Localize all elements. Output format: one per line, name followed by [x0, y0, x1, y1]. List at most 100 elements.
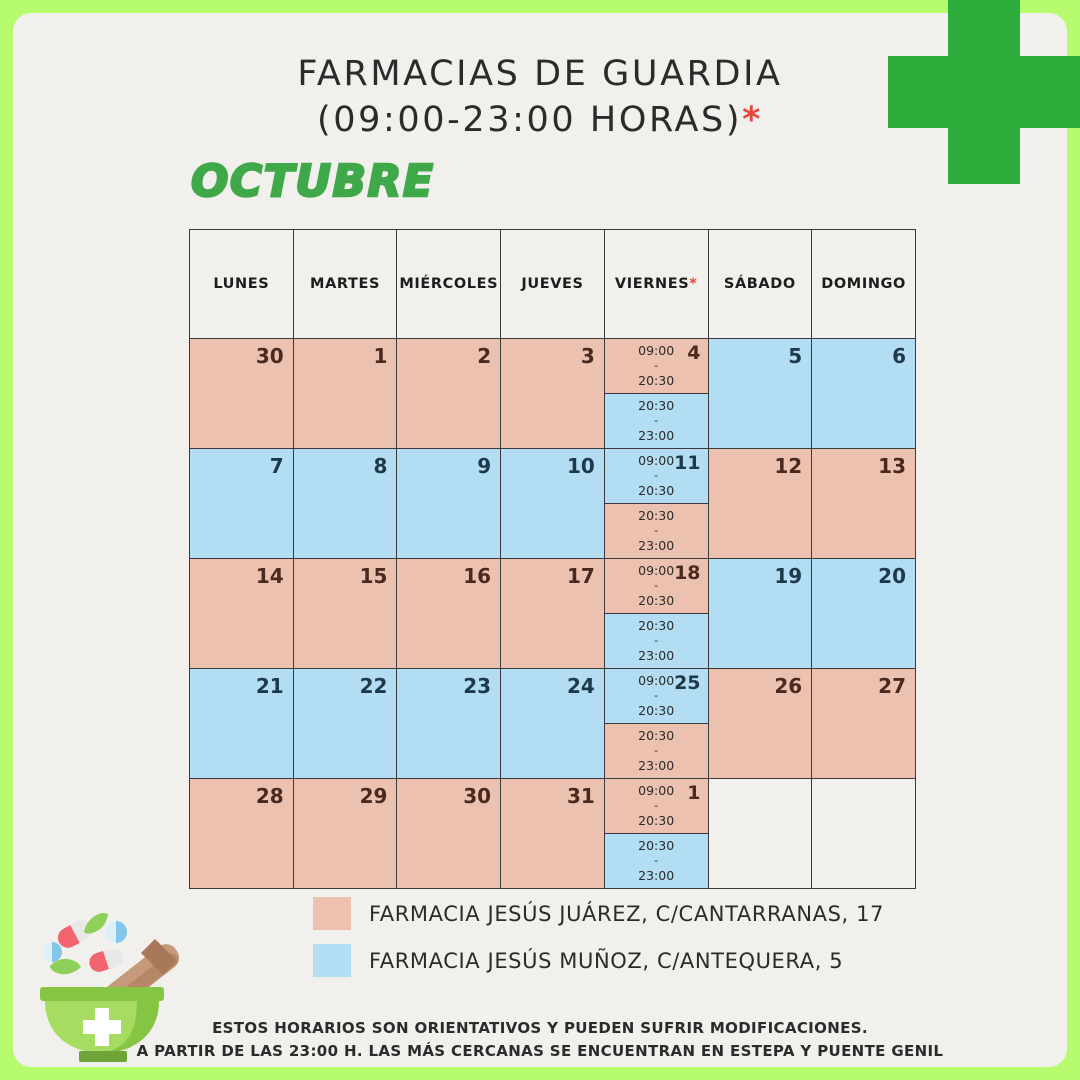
- calendar-day-cell-6[interactable]: 6: [811, 338, 916, 449]
- calendar-header-row: LUNES MARTES MIÉRCOLES JUEVES VIERNES* S…: [189, 229, 916, 339]
- shift-start-time: 09:00: [638, 453, 675, 468]
- calendar-body: 30 1 2 3 09:00-20:30 4 20:30-23:00 5 6 7 8 9 10 09:00…: [189, 338, 916, 889]
- calendar-day-cell-empty[interactable]: [811, 778, 916, 889]
- calendar-day-number: 19: [774, 564, 803, 588]
- title-block: FARMACIAS DE GUARDIA (09:00-23:00 HORAS)…: [13, 51, 1067, 143]
- shift-dash: -: [654, 359, 659, 373]
- calendar-day-cell-empty[interactable]: [707, 778, 813, 889]
- calendar-day-number: 28: [255, 784, 284, 808]
- calendar-day-cell-22[interactable]: 22: [292, 668, 398, 779]
- weekday-header-viernes: VIERNES*: [603, 229, 709, 339]
- calendar-day-cell-split-1[interactable]: 09:00-20:30 1 20:30-23:00: [603, 778, 709, 889]
- calendar-day-number: 12: [774, 454, 803, 478]
- weekday-header-jueves: JUEVES: [500, 229, 605, 339]
- calendar-day-cell-split-18[interactable]: 09:00-20:30 18 20:30-23:00: [603, 558, 709, 669]
- calendar-day-cell-19[interactable]: 19: [707, 558, 813, 669]
- friday-shift-night[interactable]: 20:30-23:00: [604, 503, 708, 558]
- friday-shift-morning[interactable]: 09:00-20:30 11: [604, 449, 708, 504]
- friday-shift-night[interactable]: 20:30-23:00: [604, 393, 708, 448]
- day-cell-inner: 29: [294, 779, 397, 888]
- calendar-day-cell-1[interactable]: 1: [292, 338, 398, 449]
- calendar-day-cell-23[interactable]: 23: [396, 668, 502, 779]
- shift-start-time: 20:30: [638, 727, 675, 743]
- calendar-day-cell-13[interactable]: 13: [811, 448, 916, 559]
- calendar-day-cell-8[interactable]: 8: [292, 448, 398, 559]
- calendar-day-cell-5[interactable]: 5: [707, 338, 813, 449]
- calendar-week-row: 21 22 23 24 09:00-20:30 25 20:30-23:00 26 27: [189, 668, 916, 779]
- day-cell-inner: 28: [190, 779, 293, 888]
- day-cell-inner: 26: [709, 669, 812, 778]
- day-cell-inner: 7: [190, 449, 293, 558]
- calendar-day-cell-16[interactable]: 16: [396, 558, 502, 669]
- shift-end-time: 23:00: [638, 427, 675, 443]
- calendar-day-number: 20: [878, 564, 906, 588]
- day-cell-inner: 9: [397, 449, 500, 558]
- shift-end-time: 20:30: [638, 483, 675, 499]
- calendar-day-cell-31[interactable]: 31: [500, 778, 605, 889]
- shift-end-time: 20:30: [638, 813, 675, 829]
- calendar-day-number: 29: [359, 784, 388, 808]
- friday-shift-morning[interactable]: 09:00-20:30 25: [604, 669, 708, 724]
- calendar-day-number: 25: [674, 672, 701, 694]
- weekday-header-domingo: DOMINGO: [811, 229, 916, 339]
- friday-shift-morning[interactable]: 09:00-20:30 18: [604, 559, 708, 614]
- calendar-day-cell-24[interactable]: 24: [500, 668, 605, 779]
- shift-start-time: 09:00: [638, 563, 675, 578]
- calendar-day-number: 18: [674, 562, 701, 584]
- day-cell-inner: 21: [190, 669, 293, 778]
- day-cell-inner: 6: [812, 339, 915, 448]
- calendar-day-cell-30[interactable]: 30: [396, 778, 502, 889]
- calendar-day-number: 21: [255, 674, 284, 698]
- calendar-day-cell-29[interactable]: 29: [292, 778, 398, 889]
- legend-swatch-blue: [313, 944, 351, 977]
- calendar-day-cell-14[interactable]: 14: [189, 558, 294, 669]
- calendar-day-cell-9[interactable]: 9: [396, 448, 502, 559]
- friday-shift-night[interactable]: 20:30-23:00: [604, 723, 708, 778]
- calendar-day-cell-15[interactable]: 15: [292, 558, 398, 669]
- shift-start-time: 20:30: [638, 507, 675, 523]
- calendar-day-cell-26[interactable]: 26: [707, 668, 813, 779]
- calendar-day-cell-17[interactable]: 17: [500, 558, 605, 669]
- day-cell-inner: 13: [812, 449, 915, 558]
- calendar-day-cell-2[interactable]: 2: [396, 338, 502, 449]
- calendar-day-number: 8: [373, 454, 388, 478]
- calendar-day-cell-split-25[interactable]: 09:00-20:30 25 20:30-23:00: [603, 668, 709, 779]
- friday-shift-morning[interactable]: 09:00-20:30 1: [604, 779, 708, 834]
- calendar-day-cell-7[interactable]: 7: [189, 448, 294, 559]
- calendar-day-number: 17: [566, 564, 595, 588]
- calendar-day-number: 31: [566, 784, 595, 808]
- day-cell-inner: 31: [501, 779, 604, 888]
- calendar-day-cell-split-4[interactable]: 09:00-20:30 4 20:30-23:00: [603, 338, 709, 449]
- calendar-week-row: 7 8 9 10 09:00-20:30 11 20:30-23:00 12 13: [189, 448, 916, 559]
- leaf-2: [50, 958, 81, 975]
- month-heading: OCTUBRE: [190, 155, 435, 209]
- calendar-day-cell-3[interactable]: 3: [500, 338, 605, 449]
- calendar-day-number: 1: [687, 782, 701, 804]
- friday-shift-morning[interactable]: 09:00-20:30 4: [604, 339, 708, 394]
- calendar-day-cell-split-11[interactable]: 09:00-20:30 11 20:30-23:00: [603, 448, 709, 559]
- shift-end-time: 23:00: [638, 647, 675, 663]
- friday-shift-night[interactable]: 20:30-23:00: [604, 833, 708, 888]
- calendar-day-cell-28[interactable]: 28: [189, 778, 294, 889]
- shift-end-time: 23:00: [638, 537, 675, 553]
- shift-start-time: 20:30: [638, 397, 675, 413]
- legend-label: FARMACIA JESÚS JUÁREZ, C/CANTARRANAS, 17: [369, 901, 885, 926]
- weekday-label: LUNES: [213, 276, 270, 292]
- shift-dash: -: [654, 523, 659, 537]
- calendar-day-cell-27[interactable]: 27: [811, 668, 916, 779]
- weekday-label: SÁBADO: [723, 276, 796, 292]
- calendar-day-cell-10[interactable]: 10: [500, 448, 605, 559]
- calendar-day-cell-12[interactable]: 12: [707, 448, 813, 559]
- page-title-line1: FARMACIAS DE GUARDIA: [297, 54, 783, 94]
- calendar-day-cell-21[interactable]: 21: [189, 668, 294, 779]
- calendar-day-number: 15: [359, 564, 388, 588]
- shift-start-time: 09:00: [638, 783, 675, 798]
- day-cell-inner: 1: [294, 339, 397, 448]
- day-cell-inner: 30: [190, 339, 293, 448]
- day-cell-inner: 16: [397, 559, 500, 668]
- calendar-day-cell-30[interactable]: 30: [189, 338, 294, 449]
- calendar-day-cell-20[interactable]: 20: [811, 558, 916, 669]
- calendar-day-number: 6: [892, 344, 906, 368]
- weekday-label: VIERNES: [614, 276, 690, 292]
- friday-shift-night[interactable]: 20:30-23:00: [604, 613, 708, 668]
